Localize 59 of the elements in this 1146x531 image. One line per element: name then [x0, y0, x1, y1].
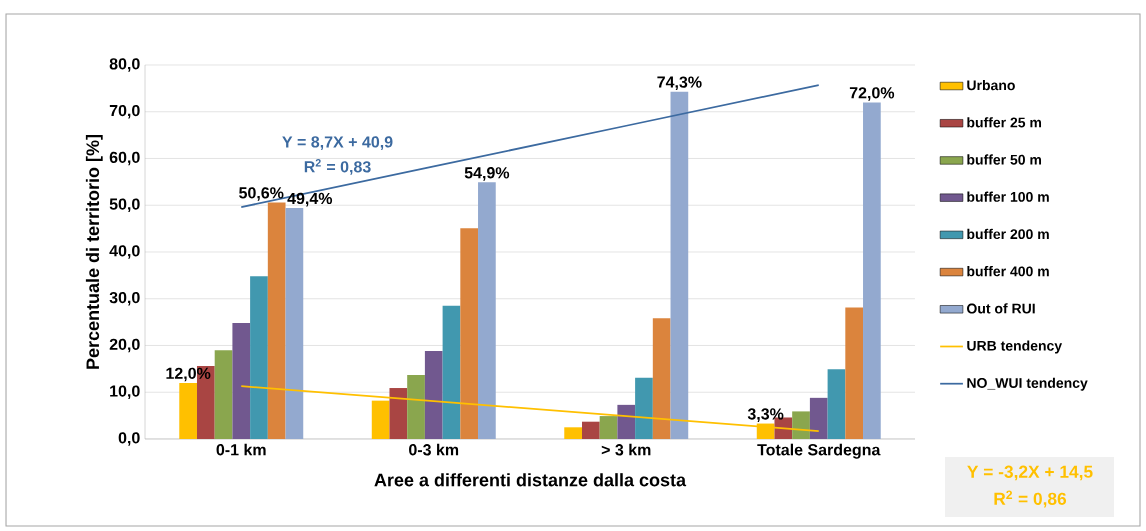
- bar: [267, 202, 286, 439]
- bar: [232, 323, 251, 439]
- legend-label: buffer 25 m: [967, 117, 1042, 128]
- legend-label: Urbano: [967, 79, 1015, 91]
- y-axis-title: Percentuale di territorio [%]: [85, 135, 103, 369]
- data-label: 72,0%: [849, 87, 895, 101]
- data-label: 3,3%: [747, 408, 784, 422]
- data-label: 54,9%: [464, 167, 510, 181]
- annotation: Y = 8,7X + 40,9: [282, 136, 393, 150]
- x-tick-label: 0-3 km: [409, 443, 459, 456]
- bar: [827, 369, 846, 439]
- bar: [179, 382, 197, 439]
- bar: [599, 416, 618, 439]
- legend-label: buffer 200 m: [967, 228, 1049, 240]
- x-tick-label: 0-1 km: [216, 443, 266, 456]
- y-tick-label: 0,0: [118, 432, 140, 446]
- bar: [389, 388, 408, 439]
- data-label: 49,4%: [287, 192, 333, 207]
- legend-label: URB tendency: [967, 340, 1063, 354]
- bar: [371, 400, 390, 439]
- bar: [581, 421, 600, 439]
- bar: [652, 318, 671, 439]
- y-tick-label: 20,0: [109, 338, 140, 353]
- y-tick-label: 70,0: [109, 104, 140, 119]
- text: R$^{2}$ = 0,86: [994, 490, 1067, 508]
- data-label: 50,6%: [239, 187, 284, 201]
- x-axis-title: Aree a differenti distanze dalla costa: [374, 473, 687, 487]
- bar: [635, 377, 653, 439]
- bar: [845, 307, 864, 439]
- legend-label: buffer 400 m: [967, 266, 1049, 277]
- bar: [407, 374, 425, 439]
- y-tick-label: 50,0: [109, 198, 140, 213]
- y-tick-label: 60,0: [109, 151, 140, 166]
- bar: [285, 208, 304, 439]
- x-tick-label: > 3 km: [601, 443, 651, 456]
- y-tick-label: 10,0: [110, 385, 140, 400]
- y-tick-label: 40,0: [109, 245, 140, 259]
- data-label: 74,3%: [657, 76, 702, 91]
- bar: [617, 404, 636, 439]
- bar: [863, 102, 881, 439]
- legend-label: NO_WUI tendency: [967, 377, 1088, 391]
- y-tick-label: 80,0: [109, 58, 140, 72]
- bar: [442, 305, 461, 439]
- bar: [809, 397, 828, 439]
- bar: [460, 228, 479, 439]
- x-tick-label: Totale Sardegna: [757, 443, 881, 459]
- bar: [670, 91, 689, 439]
- legend-label: Out of RUI: [967, 303, 1035, 314]
- annotation: R$^{2}$ = 0,83: [304, 159, 371, 175]
- text: Y = -3,2X + 14,5: [967, 465, 1093, 481]
- legend-label: buffer 100 m: [967, 191, 1049, 202]
- bar: [478, 182, 496, 439]
- bar: [564, 427, 582, 439]
- y-tick-label: 30,0: [109, 291, 140, 306]
- bar: [214, 350, 233, 439]
- bar: [424, 351, 443, 439]
- bar: [792, 411, 810, 439]
- bar: [250, 276, 268, 439]
- legend-label: buffer 50 m: [967, 154, 1042, 165]
